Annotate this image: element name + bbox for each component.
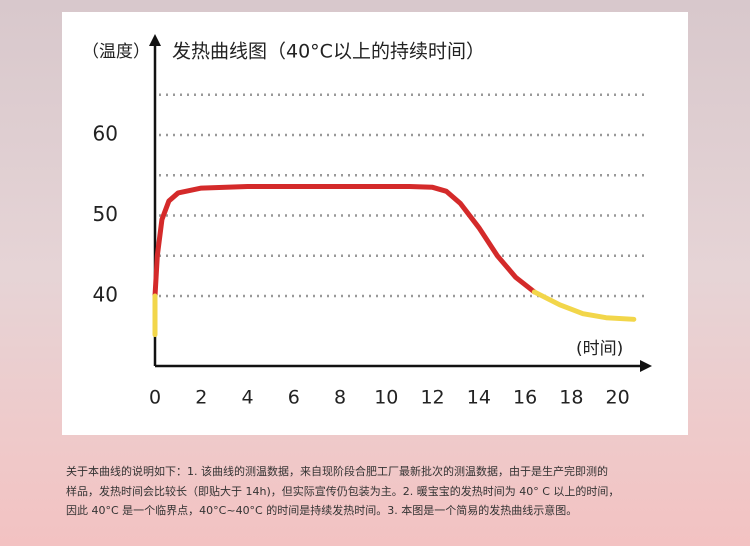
y-tick-label: 50 xyxy=(93,202,118,226)
x-tick-label: 16 xyxy=(513,387,537,409)
x-tick-label: 4 xyxy=(241,387,253,409)
x-tick-label: 6 xyxy=(288,387,300,409)
x-tick-label: 8 xyxy=(334,387,346,409)
chart-title: 发热曲线图（40°C以上的持续时间） xyxy=(172,41,485,63)
note-line: 因此 40°C 是一个临界点，40°C~40°C 的时间是持续发热时间。3. 本… xyxy=(66,504,578,517)
note-line: 关于本曲线的说明如下：1. 该曲线的测温数据，来自现阶段合肥工厂最新批次的测温数… xyxy=(66,465,608,478)
y-axis-arrow xyxy=(149,34,161,46)
y-tick-label: 60 xyxy=(93,121,118,145)
x-tick-label: 18 xyxy=(559,387,583,409)
x-axis-label: (时间) xyxy=(576,339,623,359)
y-axis-label: （温度） xyxy=(82,42,150,62)
data-line xyxy=(152,183,537,299)
x-tick-label: 10 xyxy=(374,387,398,409)
x-tick-label: 2 xyxy=(195,387,207,409)
data-line xyxy=(152,289,637,338)
x-tick-label: 14 xyxy=(467,387,491,409)
x-tick-label: 0 xyxy=(149,387,161,409)
x-tick-label: 12 xyxy=(420,387,444,409)
x-tick-label: 20 xyxy=(606,387,630,409)
x-axis-arrow xyxy=(640,360,652,372)
y-tick-label: 40 xyxy=(93,282,118,306)
note-line: 样品，发热时间会比较长（即贴大于 14h)，但实际宣传仍包装为主。2. 暖宝宝的… xyxy=(66,485,620,498)
chart-panel xyxy=(62,12,688,435)
